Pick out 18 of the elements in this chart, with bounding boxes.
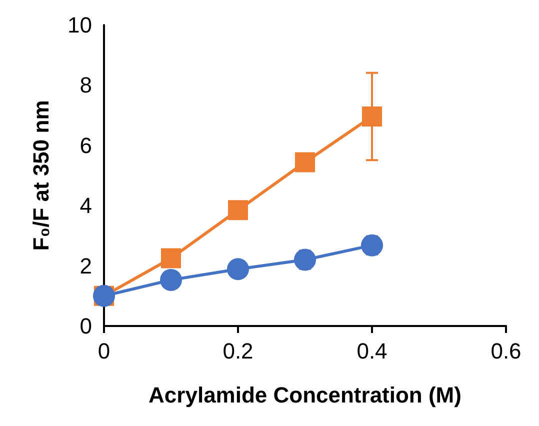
point: [227, 258, 249, 280]
y-tick-label: 0: [80, 314, 92, 338]
y-axis-title: F₀/F at 350 nm: [28, 100, 54, 251]
point: [295, 152, 315, 172]
point: [228, 200, 248, 220]
y-tick-label: 2: [80, 253, 92, 278]
x-axis-title: Acrylamide Concentration (M): [148, 382, 462, 408]
x-tick-label: 0.2: [222, 338, 254, 364]
y-tick-label: 8: [80, 72, 92, 98]
x-tick-label: 0.6: [490, 338, 522, 364]
y-tick-label: 4: [80, 193, 92, 218]
point: [160, 268, 182, 291]
point: [362, 106, 382, 127]
x-tick-label: 0.4: [356, 338, 388, 364]
y-tick-label: 10: [68, 12, 92, 38]
x-tick-label: 0: [98, 338, 110, 364]
y-tick-label: 6: [80, 132, 92, 158]
point: [161, 248, 181, 268]
